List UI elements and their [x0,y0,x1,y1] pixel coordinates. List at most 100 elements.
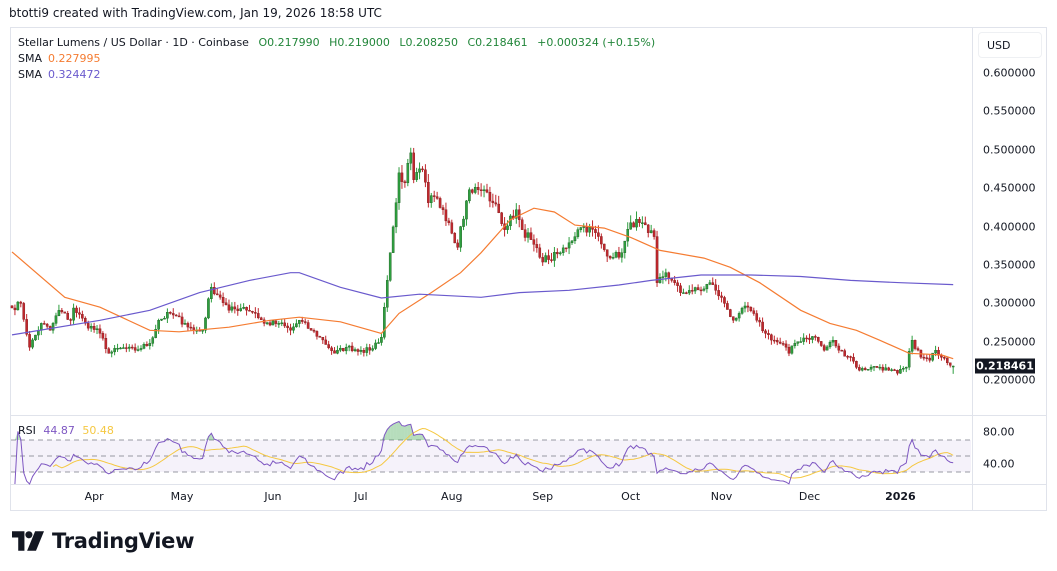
candle-body [500,212,503,224]
candle-body [256,313,260,319]
candle-body [245,307,248,311]
price-tick: 0.250000 [983,335,1036,349]
candle-body [749,307,753,311]
candle-body [817,336,820,342]
candle-body [365,347,369,353]
candle-body [151,337,155,344]
rsi-overbought-fill [404,424,408,440]
rsi-overbought-fill [419,434,423,440]
candle-body [277,323,281,325]
candle-body [432,195,436,197]
price-tick: 0.350000 [983,258,1036,272]
candle-body [45,323,49,327]
candle-body [148,343,152,346]
candle-body [280,322,284,325]
sma2-value: 0.324472 [48,68,101,81]
candle-body [371,348,374,351]
time-tick: Jul [354,490,368,503]
candle-body [799,341,803,343]
candle-body [321,336,325,341]
candle-body [318,336,322,338]
symbol-title[interactable]: Stellar Lumens / US Dollar · 1D · Coinba… [18,36,249,49]
candle-body [397,172,401,203]
time-tick: Nov [710,490,733,503]
candle-body [775,340,779,343]
candle-body [916,348,920,351]
candle-body [174,314,178,317]
candle-body [538,247,542,258]
candle-body [327,344,330,349]
candle-body [544,255,547,263]
candle-body [761,321,764,332]
candle-body [462,218,465,227]
candle-body [265,322,269,324]
candle-body [356,349,360,352]
candle-body [784,343,788,348]
candle-body [160,318,163,321]
candle-body [644,222,647,226]
candle-body [714,284,717,291]
rsi-label[interactable]: RSI [18,424,36,437]
candle-body [453,233,457,244]
rsi-tick-80: 80.00 [983,425,1015,439]
candle-body [855,361,858,368]
candle-body [907,351,911,368]
candle-body [415,172,418,180]
candle-body [878,366,882,369]
price-tick: 0.400000 [983,220,1036,234]
candle-body [239,308,242,311]
candle-body [10,305,14,309]
candle-body [177,315,181,318]
candle-body [623,240,627,253]
candle-body [476,187,480,190]
candle-body [564,247,568,250]
candle-body [333,350,336,354]
candle-body [646,224,650,233]
candle-body [588,227,591,233]
candle-body [497,203,501,213]
candle-body [139,348,143,350]
candle-body [465,200,468,220]
candle-body [16,301,20,311]
candle-body [171,313,175,316]
candle-body [207,298,210,319]
sma2-label[interactable]: SMA [18,68,42,81]
candle-body [896,370,899,374]
candle-body [846,356,849,358]
candle-body [491,200,495,203]
tradingview-logo-icon [12,531,44,551]
candle-body [13,307,17,311]
candle-body [482,189,486,191]
pane-divider[interactable] [10,415,1047,416]
currency-button[interactable]: USD [978,32,1042,58]
candle-body [899,369,902,374]
candle-body [831,340,835,343]
candle-body [840,350,844,352]
candle-body [113,348,116,353]
tradingview-logo[interactable]: TradingView [12,529,194,553]
candle-body [693,287,697,292]
candle-body [63,311,67,314]
sma1-label[interactable]: SMA [18,52,42,65]
candle-body [104,338,108,349]
candle-body [324,339,328,345]
candle-body [828,341,832,348]
candle-body [450,222,454,234]
candle-body [406,163,410,184]
candle-body [107,348,111,354]
candle-body [180,316,184,325]
rsi-overbought-fill [384,429,388,440]
candle-body [494,202,498,205]
time-axis-divider [10,484,1047,485]
candle-body [271,320,275,326]
price-tick: 0.450000 [983,181,1036,195]
candle-body [186,323,190,328]
candle-body [711,282,715,285]
candle-body [602,243,606,250]
candle-body [78,312,81,315]
candle-body [473,187,477,193]
candle-body [136,349,140,351]
tradingview-logo-text: TradingView [52,529,195,553]
candle-body [781,343,785,345]
